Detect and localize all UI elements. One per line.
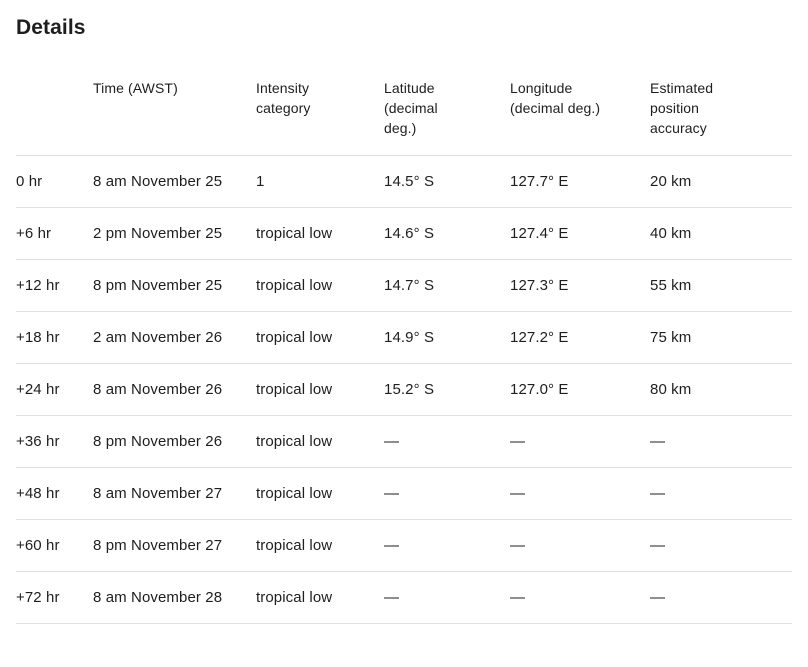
cell-time-offset: 0 hr [16, 172, 43, 190]
table-row: +12 hr 8 pm November 25 tropical low 14.7° … [16, 259, 792, 312]
cell-longitude: 127.3° E [510, 276, 569, 294]
column-header-intensity-category: Intensity category [256, 80, 311, 116]
cell-intensity-category: tropical low [256, 536, 333, 554]
cell-longitude: — [510, 484, 526, 502]
cell-time-offset: +36 hr [16, 432, 60, 450]
details-section: Details Time (AWST) Intensity category Lat… [0, 14, 808, 624]
cell-intensity-category: tropical low [256, 224, 333, 242]
cell-time-awst: 8 am November 28 [93, 588, 223, 606]
table-row: +48 hr 8 am November 27 tropical low — — — [16, 467, 792, 520]
cell-estimated-position-accuracy: — [650, 536, 666, 554]
cell-latitude: — [384, 484, 400, 502]
cell-longitude: 127.2° E [510, 328, 569, 346]
forecast-details-table: Time (AWST) Intensity category Latitude (d… [16, 78, 792, 624]
cell-latitude: 14.7° S [384, 276, 435, 294]
column-header-time-offset [16, 78, 93, 156]
cell-estimated-position-accuracy: 40 km [650, 224, 692, 242]
cell-intensity-category: tropical low [256, 328, 333, 346]
cell-longitude: 127.4° E [510, 224, 569, 242]
cell-time-offset: +12 hr [16, 276, 60, 294]
cell-latitude: — [384, 588, 400, 606]
cell-latitude: 14.6° S [384, 224, 435, 242]
cell-intensity-category: 1 [256, 172, 265, 190]
cell-time-awst: 8 am November 25 [93, 172, 223, 190]
cell-intensity-category: tropical low [256, 380, 333, 398]
cell-latitude: — [384, 536, 400, 554]
column-header-estimated-position-accuracy: Estimated position accuracy [650, 80, 714, 136]
page-title: Details [16, 16, 86, 39]
cell-estimated-position-accuracy: — [650, 588, 666, 606]
cell-time-awst: 8 am November 26 [93, 380, 223, 398]
cell-latitude: 14.9° S [384, 328, 435, 346]
cell-time-awst: 8 am November 27 [93, 484, 223, 502]
cell-time-offset: +24 hr [16, 380, 60, 398]
cell-longitude: — [510, 536, 526, 554]
cell-time-offset: +72 hr [16, 588, 60, 606]
cell-time-offset: +48 hr [16, 484, 60, 502]
table-row: +36 hr 8 pm November 26 tropical low — — — [16, 415, 792, 468]
table-row: +72 hr 8 am November 28 tropical low — — — [16, 571, 792, 624]
cell-intensity-category: tropical low [256, 432, 333, 450]
cell-longitude: — [510, 432, 526, 450]
table-row: +60 hr 8 pm November 27 tropical low — — — [16, 519, 792, 572]
cell-latitude: 14.5° S [384, 172, 435, 190]
table-row: 0 hr 8 am November 25 1 14.5° S 127.7° E 20 k… [16, 155, 792, 208]
cell-intensity-category: tropical low [256, 276, 333, 294]
cell-estimated-position-accuracy: 80 km [650, 380, 692, 398]
cell-latitude: — [384, 432, 400, 450]
column-header-latitude: Latitude (decimal deg.) [384, 80, 438, 136]
cell-estimated-position-accuracy: — [650, 484, 666, 502]
cell-intensity-category: tropical low [256, 484, 333, 502]
cell-time-awst: 8 pm November 26 [93, 432, 223, 450]
cell-time-awst: 8 pm November 27 [93, 536, 223, 554]
cell-time-offset: +6 hr [16, 224, 52, 242]
column-header-time-awst: Time (AWST) [93, 80, 178, 96]
cell-time-awst: 2 am November 26 [93, 328, 223, 346]
table-body: 0 hr 8 am November 25 1 14.5° S 127.7° E 20 k… [16, 155, 792, 624]
cell-time-awst: 2 pm November 25 [93, 224, 223, 242]
cell-estimated-position-accuracy: 75 km [650, 328, 692, 346]
cell-time-awst: 8 pm November 25 [93, 276, 223, 294]
cell-time-offset: +18 hr [16, 328, 60, 346]
header-row: Time (AWST) Intensity category Latitude (d… [16, 78, 792, 156]
cell-longitude: — [510, 588, 526, 606]
cell-longitude: 127.0° E [510, 380, 569, 398]
table-row: +6 hr 2 pm November 25 tropical low 14.6° S… [16, 207, 792, 260]
cell-intensity-category: tropical low [256, 588, 333, 606]
cell-latitude: 15.2° S [384, 380, 435, 398]
cell-estimated-position-accuracy: 20 km [650, 172, 692, 190]
table-row: +24 hr 8 am November 26 tropical low 15.2° … [16, 363, 792, 416]
table-row: +18 hr 2 am November 26 tropical low 14.9° … [16, 311, 792, 364]
cell-estimated-position-accuracy: 55 km [650, 276, 692, 294]
table-head: Time (AWST) Intensity category Latitude (d… [16, 78, 792, 156]
column-header-longitude: Longitude (decimal deg.) [510, 80, 601, 116]
cell-estimated-position-accuracy: — [650, 432, 666, 450]
cell-longitude: 127.7° E [510, 172, 569, 190]
cell-time-offset: +60 hr [16, 536, 60, 554]
